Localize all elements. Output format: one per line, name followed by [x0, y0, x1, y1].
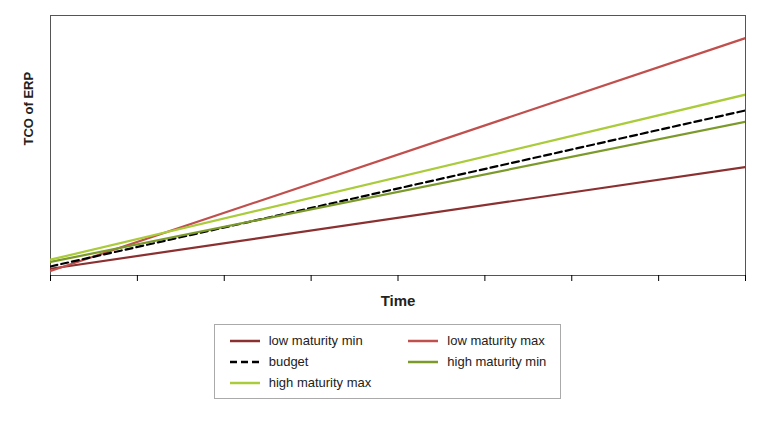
html-text:high maturity max: high maturity max [268, 375, 372, 390]
html-text:low maturity max: low maturity max [447, 333, 545, 348]
svg-text:Time: Time [381, 292, 416, 309]
svg-text:TCO of ERP: TCO of ERP [21, 72, 36, 146]
html-text:high maturity min: high maturity min [447, 354, 547, 369]
html-text:low maturity min: low maturity min [268, 333, 363, 348]
html-text:budget: budget [268, 354, 309, 369]
